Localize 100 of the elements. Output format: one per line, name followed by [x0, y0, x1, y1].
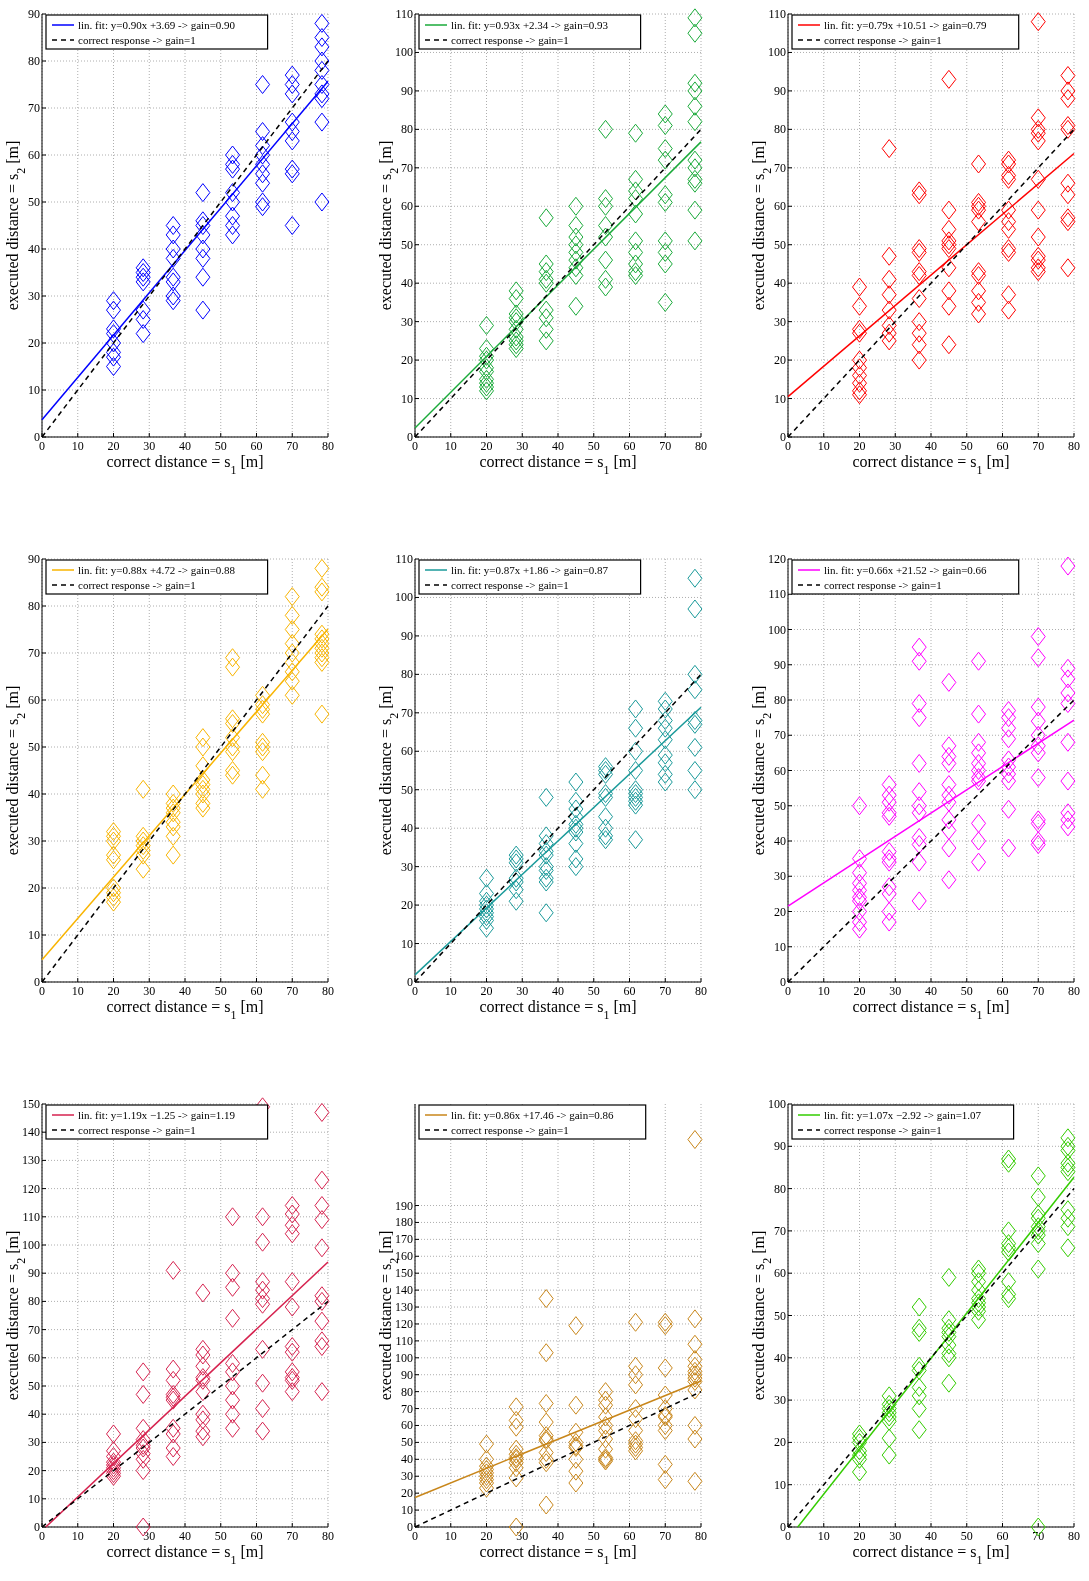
legend-label: correct response -> gain=1 — [78, 34, 196, 46]
y-tick-label: 40 — [774, 834, 786, 848]
y-tick-label: 60 — [774, 1266, 786, 1281]
y-tick-label: 40 — [401, 821, 413, 836]
y-tick-label: 60 — [774, 763, 786, 778]
x-tick-label: 80 — [1068, 984, 1080, 998]
legend-label: lin. fit: y=0.86x +17.46 -> gain=0.86 — [451, 1109, 615, 1121]
y-tick-label: 40 — [401, 276, 413, 291]
y-tick-label: 10 — [774, 391, 786, 406]
y-tick-label: 10 — [774, 1477, 786, 1492]
y-tick-label: 20 — [28, 881, 40, 895]
legend-label: lin. fit: y=0.90x +3.69 -> gain=0.90 — [78, 19, 236, 31]
x-tick-label: 60 — [996, 439, 1009, 453]
legend-label: correct response -> gain=1 — [78, 579, 196, 591]
y-tick-label: 30 — [774, 1393, 786, 1408]
y-tick-label: 50 — [401, 782, 413, 797]
y-tick-label: 0 — [407, 430, 413, 444]
y-tick-label: 90 — [28, 1266, 40, 1281]
y-tick-label: 40 — [774, 276, 786, 291]
y-tick-label: 20 — [28, 336, 40, 350]
x-tick-label: 70 — [286, 984, 299, 998]
x-tick-label: 40 — [925, 1529, 937, 1543]
x-tick-label: 20 — [853, 984, 866, 998]
y-tick-label: 80 — [401, 667, 413, 682]
y-tick-label: 100 — [22, 1238, 40, 1252]
y-tick-label: 0 — [34, 430, 40, 444]
y-tick-label: 80 — [401, 122, 413, 137]
x-tick-label: 50 — [960, 984, 973, 998]
x-tick-label: 70 — [1032, 1529, 1045, 1543]
x-tick-label: 10 — [817, 1529, 830, 1543]
x-tick-label: 20 — [480, 439, 493, 453]
y-tick-label: 30 — [774, 869, 786, 884]
legend-label: correct response -> gain=1 — [824, 1124, 942, 1136]
x-tick-label: 70 — [659, 439, 672, 453]
legend-label: correct response -> gain=1 — [824, 579, 942, 591]
x-tick-label: 40 — [179, 439, 191, 453]
x-tick-label: 30 — [889, 439, 902, 453]
y-tick-label: 10 — [28, 928, 40, 942]
y-tick-label: 0 — [34, 1520, 40, 1534]
y-tick-label: 70 — [401, 160, 413, 175]
legend-label: lin. fit: y=0.93x +2.34 -> gain=0.93 — [451, 19, 609, 31]
x-axis-title: correct distance = s$_{1}$ [m] — [479, 453, 637, 477]
y-tick-label: 40 — [28, 242, 40, 256]
legend-label: lin. fit: y=0.66x +21.52 -> gain=0.66 — [824, 564, 988, 576]
y-tick-label: 90 — [28, 7, 40, 21]
y-tick-label: 90 — [774, 83, 786, 98]
y-tick-label: 40 — [28, 787, 40, 801]
y-tick-label: 0 — [34, 975, 40, 989]
y-tick-label: 70 — [774, 728, 786, 743]
y-tick-label: 80 — [774, 693, 786, 707]
y-tick-label: 70 — [401, 705, 413, 720]
legend-label: lin. fit: y=0.88x +4.72 -> gain=0.88 — [78, 564, 236, 576]
x-axis-title: correct distance = s$_{1}$ [m] — [479, 1543, 637, 1567]
y-tick-label: 130 — [22, 1153, 40, 1168]
y-tick-label: 100 — [768, 622, 786, 637]
y-tick-label: 100 — [395, 1350, 413, 1365]
x-tick-label: 50 — [960, 439, 973, 453]
x-tick-label: 40 — [179, 984, 191, 998]
x-tick-label: 60 — [996, 984, 1009, 998]
y-tick-label: 10 — [401, 391, 413, 406]
y-tick-label: 120 — [768, 552, 786, 566]
x-tick-label: 30 — [143, 1529, 156, 1543]
x-tick-label: 50 — [214, 984, 227, 998]
x-tick-label: 50 — [214, 1529, 227, 1543]
y-tick-label: 140 — [22, 1125, 40, 1140]
y-tick-label: 0 — [407, 975, 413, 989]
y-tick-label: 70 — [28, 101, 40, 115]
x-tick-label: 20 — [853, 439, 866, 453]
y-tick-label: 80 — [401, 1384, 413, 1399]
x-tick-label: 70 — [659, 1529, 672, 1543]
y-tick-label: 0 — [407, 1520, 413, 1534]
y-tick-label: 40 — [774, 1350, 786, 1365]
y-tick-label: 40 — [401, 1452, 413, 1467]
y-tick-label: 30 — [401, 859, 413, 874]
x-tick-label: 80 — [322, 439, 334, 453]
x-tick-label: 20 — [107, 984, 120, 998]
x-tick-label: 70 — [286, 439, 299, 453]
legend-label: correct response -> gain=1 — [78, 1124, 196, 1136]
y-tick-label: 60 — [401, 199, 413, 214]
y-tick-label: 80 — [774, 1181, 786, 1196]
x-tick-label: 60 — [250, 1529, 263, 1543]
y-tick-label: 60 — [401, 1418, 413, 1433]
x-tick-label: 70 — [286, 1529, 299, 1543]
x-tick-label: 30 — [516, 1529, 529, 1543]
y-tick-label: 90 — [774, 657, 786, 672]
x-tick-label: 40 — [925, 984, 937, 998]
legend-label: correct response -> gain=1 — [451, 1124, 569, 1136]
y-tick-label: 50 — [28, 1379, 40, 1393]
y-tick-label: 100 — [395, 45, 413, 60]
x-tick-label: 20 — [107, 439, 120, 453]
x-tick-label: 50 — [214, 439, 227, 453]
legend-label: lin. fit: y=1.07x −2.92 -> gain=1.07 — [824, 1109, 982, 1121]
y-tick-label: 100 — [768, 45, 786, 60]
x-tick-label: 40 — [552, 1529, 564, 1543]
x-tick-label: 20 — [480, 1529, 493, 1543]
y-tick-label: 110 — [768, 587, 786, 602]
y-tick-label: 10 — [774, 939, 786, 954]
y-tick-label: 100 — [768, 1097, 786, 1111]
x-axis-title: correct distance = s$_{1}$ [m] — [479, 998, 637, 1022]
x-axis-title: correct distance = s$_{1}$ [m] — [106, 1543, 264, 1567]
